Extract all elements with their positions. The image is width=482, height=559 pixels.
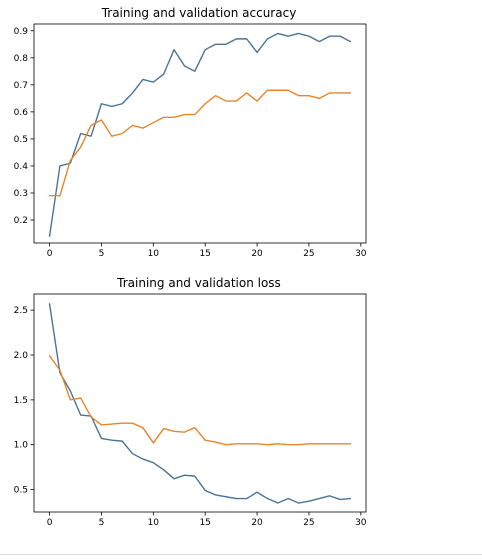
chart-title: Training and validation loss bbox=[116, 276, 281, 290]
x-tick-label: 30 bbox=[355, 518, 367, 528]
series-line-0 bbox=[48, 303, 352, 504]
x-tick-label: 20 bbox=[251, 249, 263, 259]
y-tick-label: 0.5 bbox=[14, 486, 28, 496]
x-tick-label: 5 bbox=[99, 518, 105, 528]
x-tick-label: 10 bbox=[148, 518, 160, 528]
y-tick-label: 2.0 bbox=[14, 351, 29, 361]
loss-chart: Training and validation loss 0 5 10 15 20 25 3… bbox=[14, 276, 367, 528]
y-tick-label: 0.2 bbox=[14, 216, 28, 226]
y-tick-label: 0.4 bbox=[14, 162, 29, 172]
x-tick-label: 20 bbox=[251, 518, 263, 528]
x-tick-label: 0 bbox=[47, 249, 53, 259]
y-tick-label: 0.3 bbox=[14, 189, 28, 199]
y-tick-label: 0.9 bbox=[14, 27, 29, 37]
x-tick-label: 15 bbox=[199, 518, 210, 528]
x-tick-label: 0 bbox=[47, 518, 53, 528]
chart-title: Training and validation accuracy bbox=[101, 6, 297, 20]
x-tick-label: 25 bbox=[303, 249, 314, 259]
y-tick-label: 1.5 bbox=[14, 396, 28, 406]
x-tick-label: 10 bbox=[148, 249, 160, 259]
series-line-1 bbox=[48, 355, 352, 446]
series-line-0 bbox=[48, 32, 352, 237]
x-tick-label: 25 bbox=[303, 518, 314, 528]
y-tick-label: 0.8 bbox=[14, 54, 29, 64]
y-tick-label: 0.7 bbox=[14, 81, 28, 91]
bottom-divider bbox=[0, 554, 482, 555]
y-tick-label: 1.0 bbox=[14, 441, 29, 451]
y-tick-label: 0.6 bbox=[14, 108, 29, 118]
x-tick-label: 5 bbox=[99, 249, 105, 259]
y-tick-label: 2.5 bbox=[14, 306, 28, 316]
plot-frame bbox=[33, 23, 367, 244]
series-line-1 bbox=[48, 89, 352, 197]
x-tick-label: 30 bbox=[355, 249, 367, 259]
accuracy-chart: Training and validation accuracy 0 5 10 15 2… bbox=[14, 6, 367, 259]
plot-frame bbox=[33, 293, 367, 513]
x-tick-label: 15 bbox=[199, 249, 210, 259]
y-tick-label: 0.5 bbox=[14, 135, 28, 145]
